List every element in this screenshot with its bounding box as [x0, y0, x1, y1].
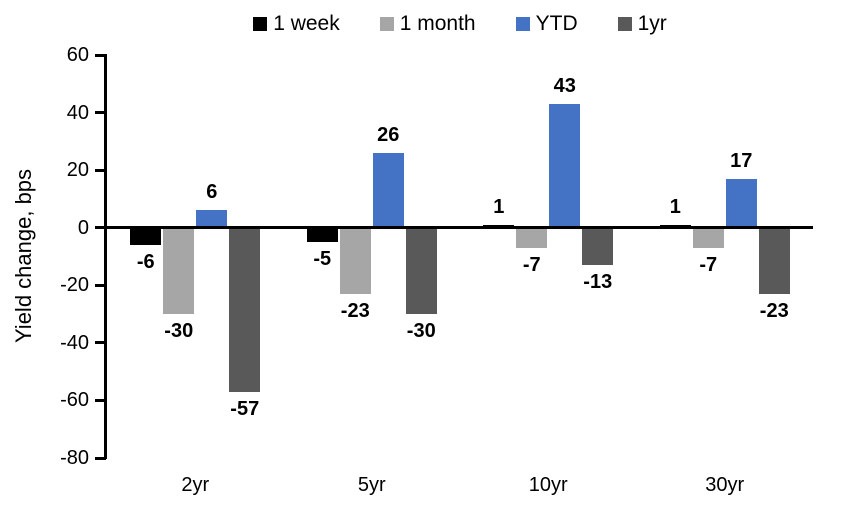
legend-item-1yr: 1yr	[617, 11, 667, 37]
bar-value-label: 1	[493, 195, 505, 218]
y-axis-title: Yield change, bps	[11, 168, 36, 344]
y-tick-mark	[95, 341, 106, 345]
bar-1-month-30yr	[692, 227, 724, 248]
y-tick-label: -80	[60, 447, 89, 469]
bar-1yr-30yr	[758, 227, 790, 294]
y-tick-mark	[95, 226, 106, 230]
legend-item-ytd: YTD	[515, 11, 578, 37]
bar-1yr-10yr	[582, 227, 614, 266]
bar-value-label: -5	[313, 248, 332, 271]
legend-swatch-icon	[617, 17, 632, 31]
y-tick-label: 40	[66, 101, 89, 124]
x-category-label-5yr: 5yr	[357, 474, 386, 496]
bar-1-month-5yr	[339, 227, 371, 294]
bar-ytd-2yr	[196, 210, 228, 228]
y-tick-label: 0	[77, 216, 89, 239]
x-category-label-10yr: 10yr	[528, 474, 568, 496]
legend: 1 week 1 month YTD 1yr	[107, 10, 813, 38]
legend-label: 1 month	[399, 12, 476, 35]
bar-ytd-5yr	[372, 152, 404, 228]
y-tick-mark	[95, 168, 106, 172]
y-tick-label: -40	[60, 331, 89, 354]
x-category-label-30yr: 30yr	[705, 474, 745, 496]
legend-swatch-icon	[515, 17, 530, 31]
y-tick-mark	[95, 398, 106, 402]
bar-value-label: 26	[377, 123, 400, 146]
bar-ytd-30yr	[725, 178, 757, 228]
y-tick-label: 60	[66, 44, 89, 66]
bar-value-label: -13	[583, 271, 613, 294]
y-tick-label: -60	[60, 389, 89, 412]
bar-1-month-10yr	[516, 227, 548, 248]
y-tick-mark	[95, 283, 106, 287]
y-tick-mark	[95, 456, 106, 460]
x-category-label-2yr: 2yr	[181, 474, 210, 496]
bar-value-label: 43	[553, 74, 576, 97]
legend-label: YTD	[535, 12, 578, 35]
bar-value-label: 6	[206, 181, 218, 204]
y-tick-label: -20	[60, 274, 89, 297]
y-tick-label: 20	[66, 159, 89, 182]
legend-item-1-week: 1 week	[253, 11, 340, 37]
y-tick-mark	[95, 111, 106, 115]
bar-value-label: 1	[669, 195, 681, 218]
bar-1yr-2yr	[229, 227, 261, 392]
bar-1-week-5yr	[306, 227, 338, 243]
bar-value-label: -23	[340, 299, 370, 322]
legend-label: 1 week	[273, 12, 340, 35]
x-axis-zero-line	[104, 226, 813, 230]
bar-value-label: -57	[230, 397, 260, 420]
bar-value-label: -7	[522, 253, 541, 276]
bar-value-label: 17	[730, 149, 753, 172]
legend-item-1-month: 1 month	[379, 11, 476, 37]
legend-label: 1yr	[637, 12, 667, 35]
y-axis-line	[104, 54, 107, 459]
bar-1yr-5yr	[405, 227, 437, 315]
bar-value-label: -30	[406, 320, 436, 343]
legend-swatch-icon	[379, 17, 394, 31]
bar-value-label: -7	[699, 253, 718, 276]
bar-value-label: -6	[136, 250, 155, 273]
bar-value-label: -30	[164, 320, 194, 343]
bar-1-week-2yr	[130, 227, 162, 245]
bar-value-label: -23	[759, 299, 789, 322]
bar-1-month-2yr	[163, 227, 195, 315]
y-tick-mark	[95, 53, 106, 57]
bar-ytd-10yr	[549, 103, 581, 228]
legend-swatch-icon	[253, 17, 268, 31]
